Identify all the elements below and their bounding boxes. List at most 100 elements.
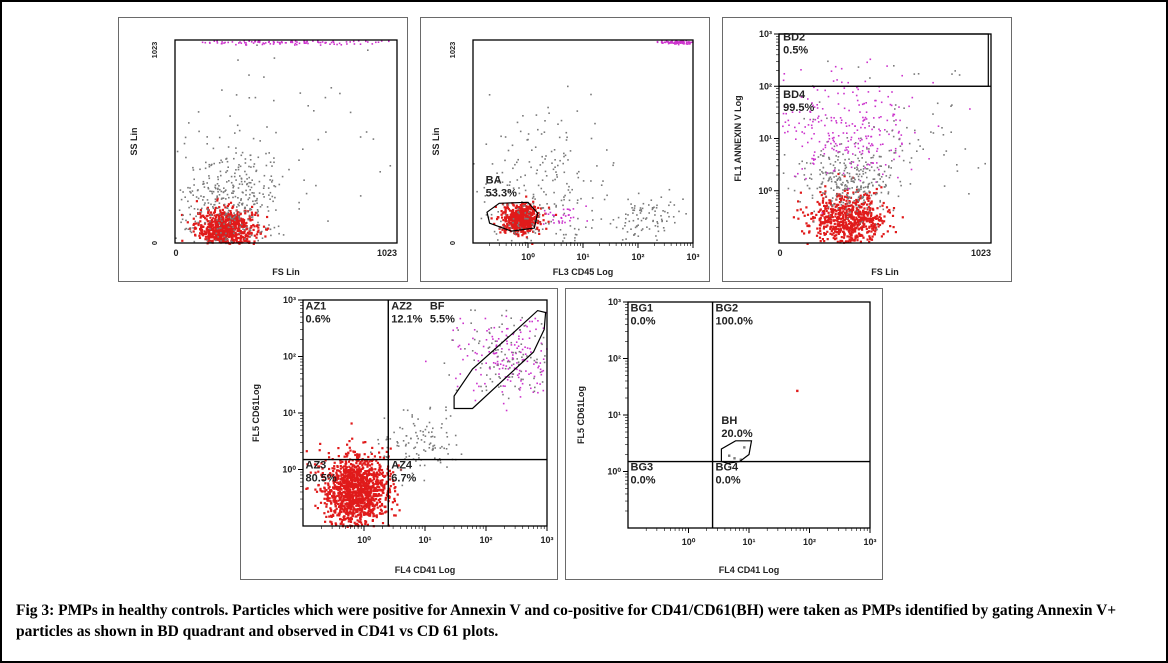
event-dot bbox=[431, 431, 433, 433]
event-dot bbox=[844, 221, 847, 224]
event-dot bbox=[841, 239, 844, 243]
event-dot bbox=[514, 221, 517, 224]
event-dot bbox=[237, 197, 239, 199]
event-dot bbox=[353, 450, 356, 453]
event-dot bbox=[525, 226, 528, 229]
event-dot bbox=[200, 195, 202, 197]
event-dot bbox=[839, 239, 842, 242]
event-dot bbox=[384, 511, 387, 514]
event-dot bbox=[494, 205, 497, 208]
event-dot bbox=[460, 453, 463, 455]
event-dot bbox=[830, 172, 832, 174]
event-dot bbox=[850, 136, 853, 139]
event-dot bbox=[799, 201, 801, 203]
event-dot bbox=[358, 479, 361, 482]
event-dot bbox=[535, 227, 539, 230]
event-dot bbox=[656, 239, 658, 241]
event-dot bbox=[182, 214, 184, 216]
event-dot bbox=[827, 140, 830, 143]
event-dot bbox=[333, 476, 336, 479]
event-dot bbox=[686, 43, 688, 45]
event-dot bbox=[441, 423, 443, 425]
event-dot bbox=[538, 216, 541, 218]
event-dot bbox=[388, 40, 390, 43]
event-dot bbox=[189, 213, 191, 216]
event-dot bbox=[253, 183, 256, 186]
event-dot bbox=[856, 185, 859, 188]
event-dot bbox=[666, 212, 669, 214]
event-dot bbox=[424, 435, 427, 437]
event-dot bbox=[893, 113, 896, 116]
event-dot bbox=[366, 523, 369, 526]
event-dot bbox=[230, 217, 233, 220]
event-dot bbox=[901, 142, 903, 145]
event-dot bbox=[235, 218, 238, 221]
event-dot bbox=[830, 70, 833, 72]
event-dot bbox=[501, 202, 504, 206]
event-dot bbox=[364, 522, 367, 525]
event-dot bbox=[504, 210, 507, 213]
event-dot bbox=[876, 217, 879, 220]
event-dot bbox=[340, 488, 343, 491]
event-dot bbox=[811, 157, 813, 160]
event-dot bbox=[265, 227, 267, 229]
event-dot bbox=[319, 44, 322, 46]
event-dot bbox=[821, 199, 825, 202]
event-dot bbox=[255, 199, 258, 202]
event-dot bbox=[816, 89, 819, 91]
event-dot bbox=[226, 181, 228, 183]
event-dot bbox=[824, 192, 827, 194]
event-dot bbox=[833, 145, 836, 148]
event-dot bbox=[247, 235, 250, 238]
event-dot bbox=[859, 219, 862, 222]
event-dot bbox=[870, 213, 873, 216]
event-dot bbox=[822, 197, 825, 200]
event-dot bbox=[863, 218, 866, 221]
event-dot bbox=[612, 219, 615, 221]
event-dot bbox=[364, 478, 367, 481]
y-tick-label: 10³ bbox=[759, 29, 772, 39]
event-dot bbox=[221, 197, 223, 200]
event-dot bbox=[865, 220, 868, 223]
event-dot bbox=[822, 166, 825, 169]
event-dot bbox=[333, 480, 337, 483]
event-dot bbox=[233, 229, 235, 231]
event-dot bbox=[645, 218, 647, 220]
event-dot bbox=[263, 185, 265, 187]
event-dot bbox=[628, 220, 631, 223]
event-dot bbox=[352, 509, 355, 512]
event-dot bbox=[909, 161, 911, 164]
event-dot bbox=[865, 211, 868, 214]
event-dot bbox=[501, 212, 504, 215]
event-dot bbox=[900, 134, 903, 136]
event-dot bbox=[491, 163, 494, 165]
event-dot bbox=[552, 179, 554, 182]
event-dot bbox=[840, 201, 843, 203]
event-dot bbox=[215, 237, 219, 240]
event-dot bbox=[354, 515, 357, 518]
event-dot bbox=[841, 174, 844, 176]
event-dot bbox=[808, 230, 811, 233]
event-dot bbox=[271, 195, 274, 198]
event-dot bbox=[393, 500, 396, 503]
event-dot bbox=[872, 224, 876, 227]
event-dot bbox=[863, 201, 866, 204]
event-dot bbox=[250, 186, 253, 189]
event-dot bbox=[540, 133, 543, 135]
event-dot bbox=[373, 507, 376, 510]
event-dot bbox=[678, 210, 680, 213]
event-dot bbox=[358, 483, 361, 487]
event-dot bbox=[269, 228, 272, 231]
event-dot bbox=[250, 216, 253, 218]
event-dot bbox=[531, 211, 534, 214]
event-dot bbox=[860, 175, 863, 178]
event-dot bbox=[857, 198, 859, 201]
event-dot bbox=[547, 206, 551, 209]
event-dot bbox=[676, 40, 678, 43]
event-dot bbox=[856, 223, 859, 227]
event-dot bbox=[837, 232, 840, 235]
event-dot bbox=[240, 199, 242, 201]
event-dot bbox=[667, 41, 670, 43]
event-dot bbox=[378, 466, 381, 469]
event-dot bbox=[208, 41, 211, 44]
